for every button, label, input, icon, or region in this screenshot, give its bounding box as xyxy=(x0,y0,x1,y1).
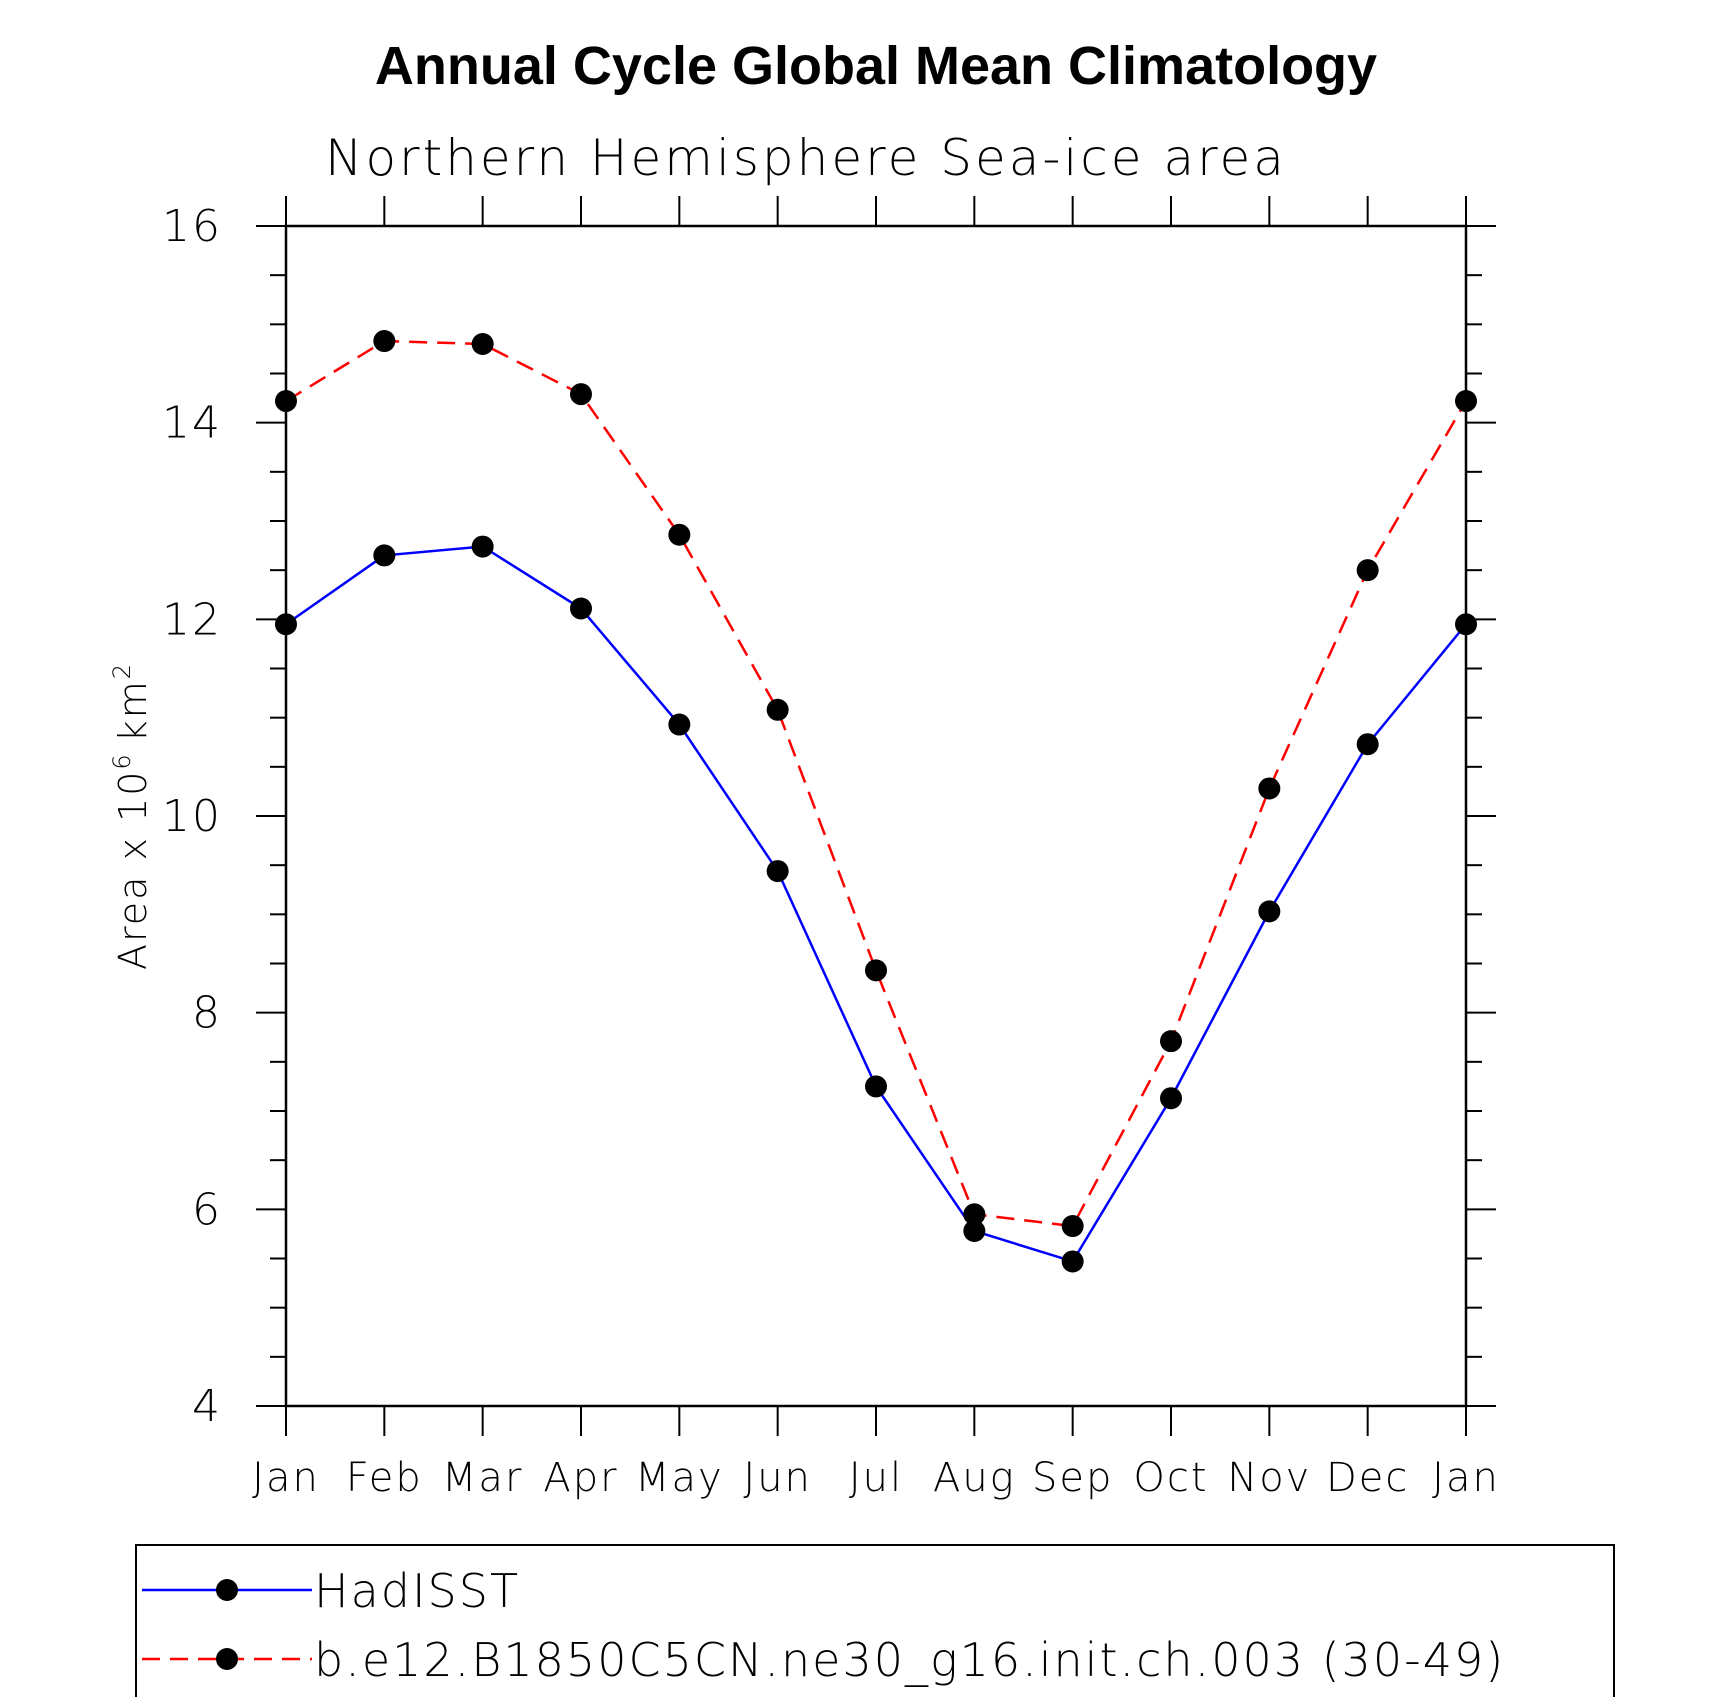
data-point-series-1 xyxy=(865,959,887,982)
data-point-series-1 xyxy=(275,390,297,413)
data-point-series-0 xyxy=(570,597,592,620)
data-point-series-0 xyxy=(1258,900,1281,923)
x-tick-labels: Jan Feb Mar Apr May Jun Jul Aug Sep Oct Nov Dec Jan xyxy=(252,1455,1500,1501)
x-tick-label: Dec xyxy=(1326,1455,1409,1501)
y-tick-label: 12 xyxy=(162,594,222,645)
data-point-series-0 xyxy=(668,713,691,736)
y-tick-label: 8 xyxy=(192,988,222,1039)
data-point-series-0 xyxy=(275,613,297,636)
data-point-series-1 xyxy=(1160,1030,1182,1053)
legend-entry-model: b.e12.B1850C5CN.ne30_g16.init.ch.003 (30… xyxy=(142,1633,1505,1687)
data-point-series-1 xyxy=(963,1203,986,1226)
data-point-series-1 xyxy=(1061,1215,1084,1238)
legend-label-model: b.e12.B1850C5CN.ne30_g16.init.ch.003 (30… xyxy=(314,1633,1505,1687)
y-tick-label: 16 xyxy=(162,201,222,252)
chart-title: Annual Cycle Global Mean Climatology xyxy=(375,36,1377,96)
data-point-series-0 xyxy=(1061,1250,1084,1273)
data-point-series-0 xyxy=(963,1219,986,1242)
data-point-series-0 xyxy=(1160,1087,1182,1110)
x-tick-label: Nov xyxy=(1227,1455,1311,1501)
x-tick-label: Aug xyxy=(933,1455,1016,1501)
x-tick-label: Jul xyxy=(849,1455,903,1501)
x-tick-label: Feb xyxy=(346,1455,423,1501)
y-tick-label: 6 xyxy=(192,1184,222,1235)
data-point-series-1 xyxy=(471,333,494,355)
x-tick-label: Jan xyxy=(252,1455,320,1501)
x-tick-label: Mar xyxy=(442,1455,523,1501)
data-point-series-1 xyxy=(570,383,592,406)
data-point-series-1 xyxy=(1455,390,1477,413)
data-point-series-0 xyxy=(1356,733,1379,756)
y-axis-label: Area x 106km2 xyxy=(108,662,155,970)
data-point-series-1 xyxy=(1356,559,1379,582)
x-tick-label: Apr xyxy=(543,1455,618,1501)
legend-entry-hadisst: HadISST xyxy=(142,1564,520,1618)
y-axis-ticks xyxy=(256,225,1496,1407)
data-point-series-0 xyxy=(766,860,789,883)
legend-marker-model xyxy=(216,1648,238,1670)
y-tick-label: 14 xyxy=(162,398,222,449)
data-point-series-0 xyxy=(471,535,494,558)
chart-subtitle: Northern Hemisphere Sea-ice area xyxy=(325,129,1287,187)
legend-marker-hadisst xyxy=(216,1579,238,1601)
data-point-series-1 xyxy=(373,330,396,353)
data-point-series-0 xyxy=(1455,613,1477,636)
data-point-series-0 xyxy=(373,544,396,567)
y-tick-label: 4 xyxy=(192,1381,222,1432)
data-point-series-1 xyxy=(766,698,789,721)
x-tick-label: Jan xyxy=(1432,1455,1500,1501)
x-tick-label: May xyxy=(635,1455,724,1501)
x-tick-label: Jun xyxy=(743,1455,812,1501)
legend-label-hadisst: HadISST xyxy=(314,1564,520,1618)
data-point-series-1 xyxy=(668,523,691,546)
data-point-series-0 xyxy=(865,1075,887,1098)
x-tick-label: Sep xyxy=(1032,1455,1113,1501)
series-line-0 xyxy=(285,545,1467,1263)
series-group xyxy=(275,330,1477,1273)
plot-frame xyxy=(284,224,1468,1408)
data-point-series-1 xyxy=(1258,777,1281,800)
y-tick-label: 10 xyxy=(162,791,222,842)
legend-box xyxy=(135,1544,1615,1697)
x-tick-label: Oct xyxy=(1133,1455,1208,1501)
x-axis-ticks xyxy=(285,196,1467,1436)
y-tick-labels: 4 6 8 10 12 14 16 xyxy=(162,201,222,1432)
